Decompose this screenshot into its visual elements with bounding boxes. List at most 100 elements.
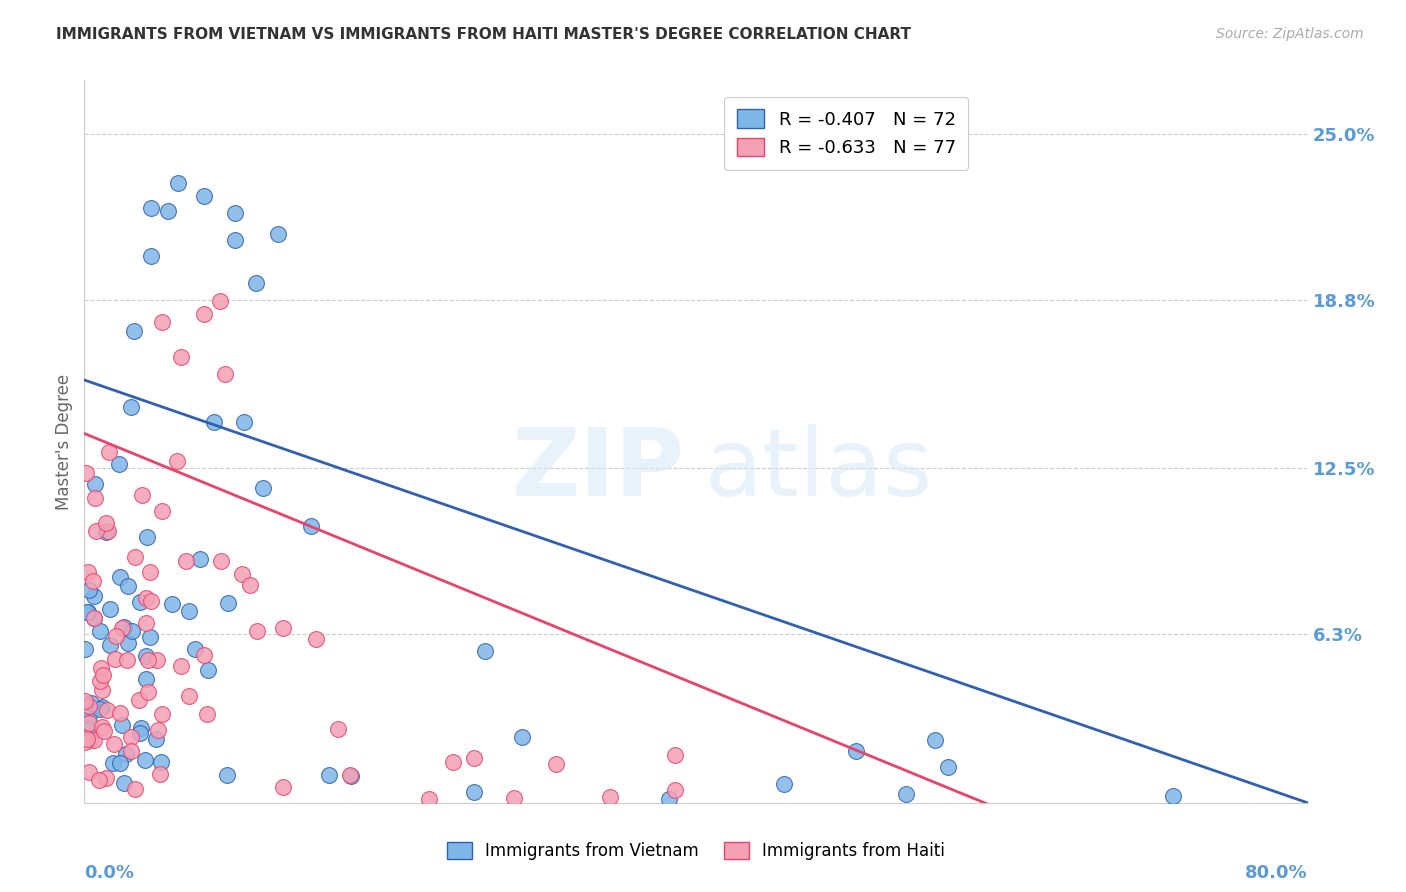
Point <box>82 574 104 588</box>
Point <box>145 732 167 747</box>
Point <box>83 611 105 625</box>
Point <box>108 756 131 770</box>
Point <box>149 767 172 781</box>
Point <box>104 651 127 665</box>
Text: 80.0%: 80.0% <box>1244 863 1308 881</box>
Point <box>170 658 193 673</box>
Point <box>214 367 236 381</box>
Point <box>232 415 254 429</box>
Point <box>463 785 485 799</box>
Point <box>546 756 568 771</box>
Point <box>141 201 163 215</box>
Point <box>76 605 98 619</box>
Point <box>894 787 917 801</box>
Point <box>94 516 117 530</box>
Point <box>83 733 105 747</box>
Point <box>252 481 274 495</box>
Point <box>77 709 100 723</box>
Point <box>193 307 215 321</box>
Point <box>98 639 121 653</box>
Point <box>150 315 173 329</box>
Point <box>193 648 215 662</box>
Point <box>936 760 959 774</box>
Point <box>139 565 162 579</box>
Point <box>208 293 231 308</box>
Point <box>110 621 132 635</box>
Point <box>217 768 239 782</box>
Point <box>112 775 135 789</box>
Point <box>129 725 152 739</box>
Point <box>115 653 138 667</box>
Point <box>89 702 111 716</box>
Point <box>318 768 340 782</box>
Point <box>120 744 142 758</box>
Point <box>129 721 152 735</box>
Point <box>77 605 100 619</box>
Point <box>91 700 114 714</box>
Point <box>77 698 100 713</box>
Point <box>245 276 267 290</box>
Point <box>98 445 121 459</box>
Point <box>136 685 159 699</box>
Point <box>96 703 118 717</box>
Point <box>174 554 197 568</box>
Point <box>94 771 117 785</box>
Point <box>79 732 101 747</box>
Point <box>75 467 97 481</box>
Point <box>124 324 146 338</box>
Point <box>224 233 246 247</box>
Point <box>93 668 115 682</box>
Point <box>139 248 162 262</box>
Legend: R = -0.407   N = 72, R = -0.633   N = 77: R = -0.407 N = 72, R = -0.633 N = 77 <box>724 96 969 169</box>
Point <box>146 652 169 666</box>
Point <box>97 524 120 539</box>
Point <box>94 525 117 540</box>
Point <box>115 747 138 761</box>
Point <box>83 477 105 491</box>
Text: ZIP: ZIP <box>512 425 685 516</box>
Point <box>326 723 349 737</box>
Point <box>340 769 363 783</box>
Point <box>79 764 101 779</box>
Point <box>202 415 225 429</box>
Point <box>299 519 322 533</box>
Point <box>197 664 219 678</box>
Point <box>188 552 211 566</box>
Point <box>90 661 112 675</box>
Point <box>305 632 328 646</box>
Point <box>657 792 679 806</box>
Point <box>510 730 533 744</box>
Point <box>1161 789 1184 803</box>
Point <box>463 751 485 765</box>
Point <box>209 554 232 568</box>
Point <box>124 782 146 797</box>
Point <box>339 768 361 782</box>
Point <box>150 503 173 517</box>
Point <box>76 700 98 714</box>
Point <box>139 593 162 607</box>
Point <box>91 720 114 734</box>
Point <box>75 735 97 749</box>
Point <box>91 683 114 698</box>
Text: IMMIGRANTS FROM VIETNAM VS IMMIGRANTS FROM HAITI MASTER'S DEGREE CORRELATION CHA: IMMIGRANTS FROM VIETNAM VS IMMIGRANTS FR… <box>56 27 911 42</box>
Point <box>114 619 136 633</box>
Point <box>89 624 111 638</box>
Point <box>124 549 146 564</box>
Point <box>120 730 142 744</box>
Point <box>136 530 159 544</box>
Y-axis label: Master's Degree: Master's Degree <box>55 374 73 509</box>
Point <box>239 577 262 591</box>
Point <box>108 706 131 720</box>
Point <box>170 350 193 364</box>
Point <box>474 644 496 658</box>
Point <box>183 641 205 656</box>
Point <box>139 631 162 645</box>
Point <box>104 629 127 643</box>
Point <box>120 400 142 414</box>
Point <box>134 753 156 767</box>
Point <box>267 227 290 241</box>
Point <box>845 744 868 758</box>
Point <box>83 589 105 603</box>
Point <box>150 706 173 721</box>
Point <box>166 454 188 468</box>
